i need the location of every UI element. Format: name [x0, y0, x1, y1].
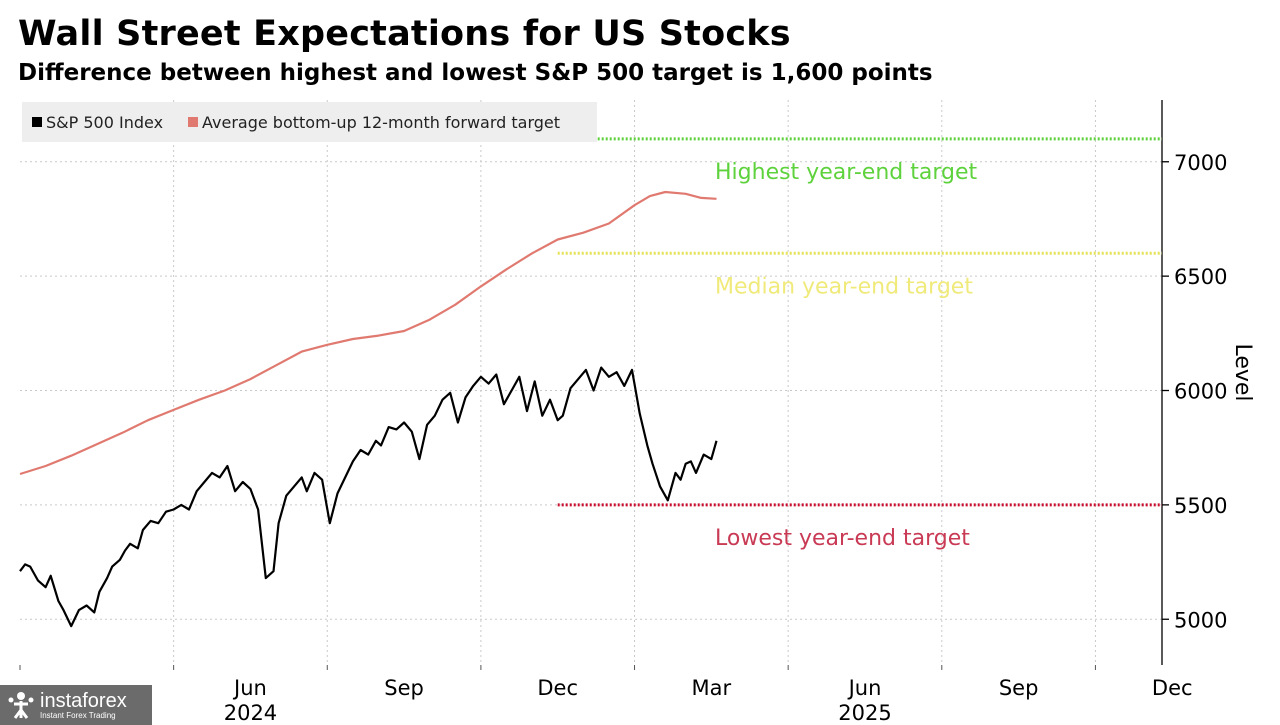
legend-label: Average bottom-up 12-month forward targe… — [202, 113, 560, 132]
reference-line-label: Median year-end target — [715, 274, 973, 299]
y-tick-label: 5000 — [1174, 608, 1227, 632]
legend-box — [22, 102, 597, 142]
legend-label: S&P 500 Index — [46, 113, 163, 132]
legend-swatch — [32, 117, 42, 127]
y-axis-label: Level — [1230, 343, 1255, 401]
x-tick-label: Dec — [537, 676, 578, 700]
x-tick-label: Mar — [692, 676, 732, 700]
y-tick-label: 7000 — [1174, 151, 1227, 175]
reference-line-label: Lowest year-end target — [715, 526, 970, 551]
y-tick-label: 5500 — [1174, 494, 1227, 518]
watermark-tagline: Instant Forex Trading — [40, 710, 116, 720]
x-tick-label: Jun — [847, 676, 882, 700]
series-line — [19, 190, 717, 476]
x-tick-label: Sep — [999, 676, 1039, 700]
watermark-brand: instaforex — [40, 689, 127, 712]
y-tick-label: 6500 — [1174, 265, 1227, 289]
x-tick-label: Jun — [232, 676, 267, 700]
y-tick-label: 6000 — [1174, 380, 1227, 404]
chart-title: Wall Street Expectations for US Stocks — [18, 14, 791, 54]
series-line — [19, 366, 718, 628]
people-logo-icon — [8, 692, 34, 719]
watermark: instaforex Instant Forex Trading — [0, 685, 152, 725]
x-year-label: 2024 — [224, 701, 277, 725]
x-year-label: 2025 — [838, 701, 891, 725]
x-tick-label: Dec — [1152, 676, 1193, 700]
legend-swatch — [188, 117, 198, 127]
x-tick-label: Sep — [384, 676, 424, 700]
chart-subtitle: Difference between highest and lowest S&… — [18, 60, 933, 86]
reference-line-label: Highest year-end target — [715, 160, 977, 185]
